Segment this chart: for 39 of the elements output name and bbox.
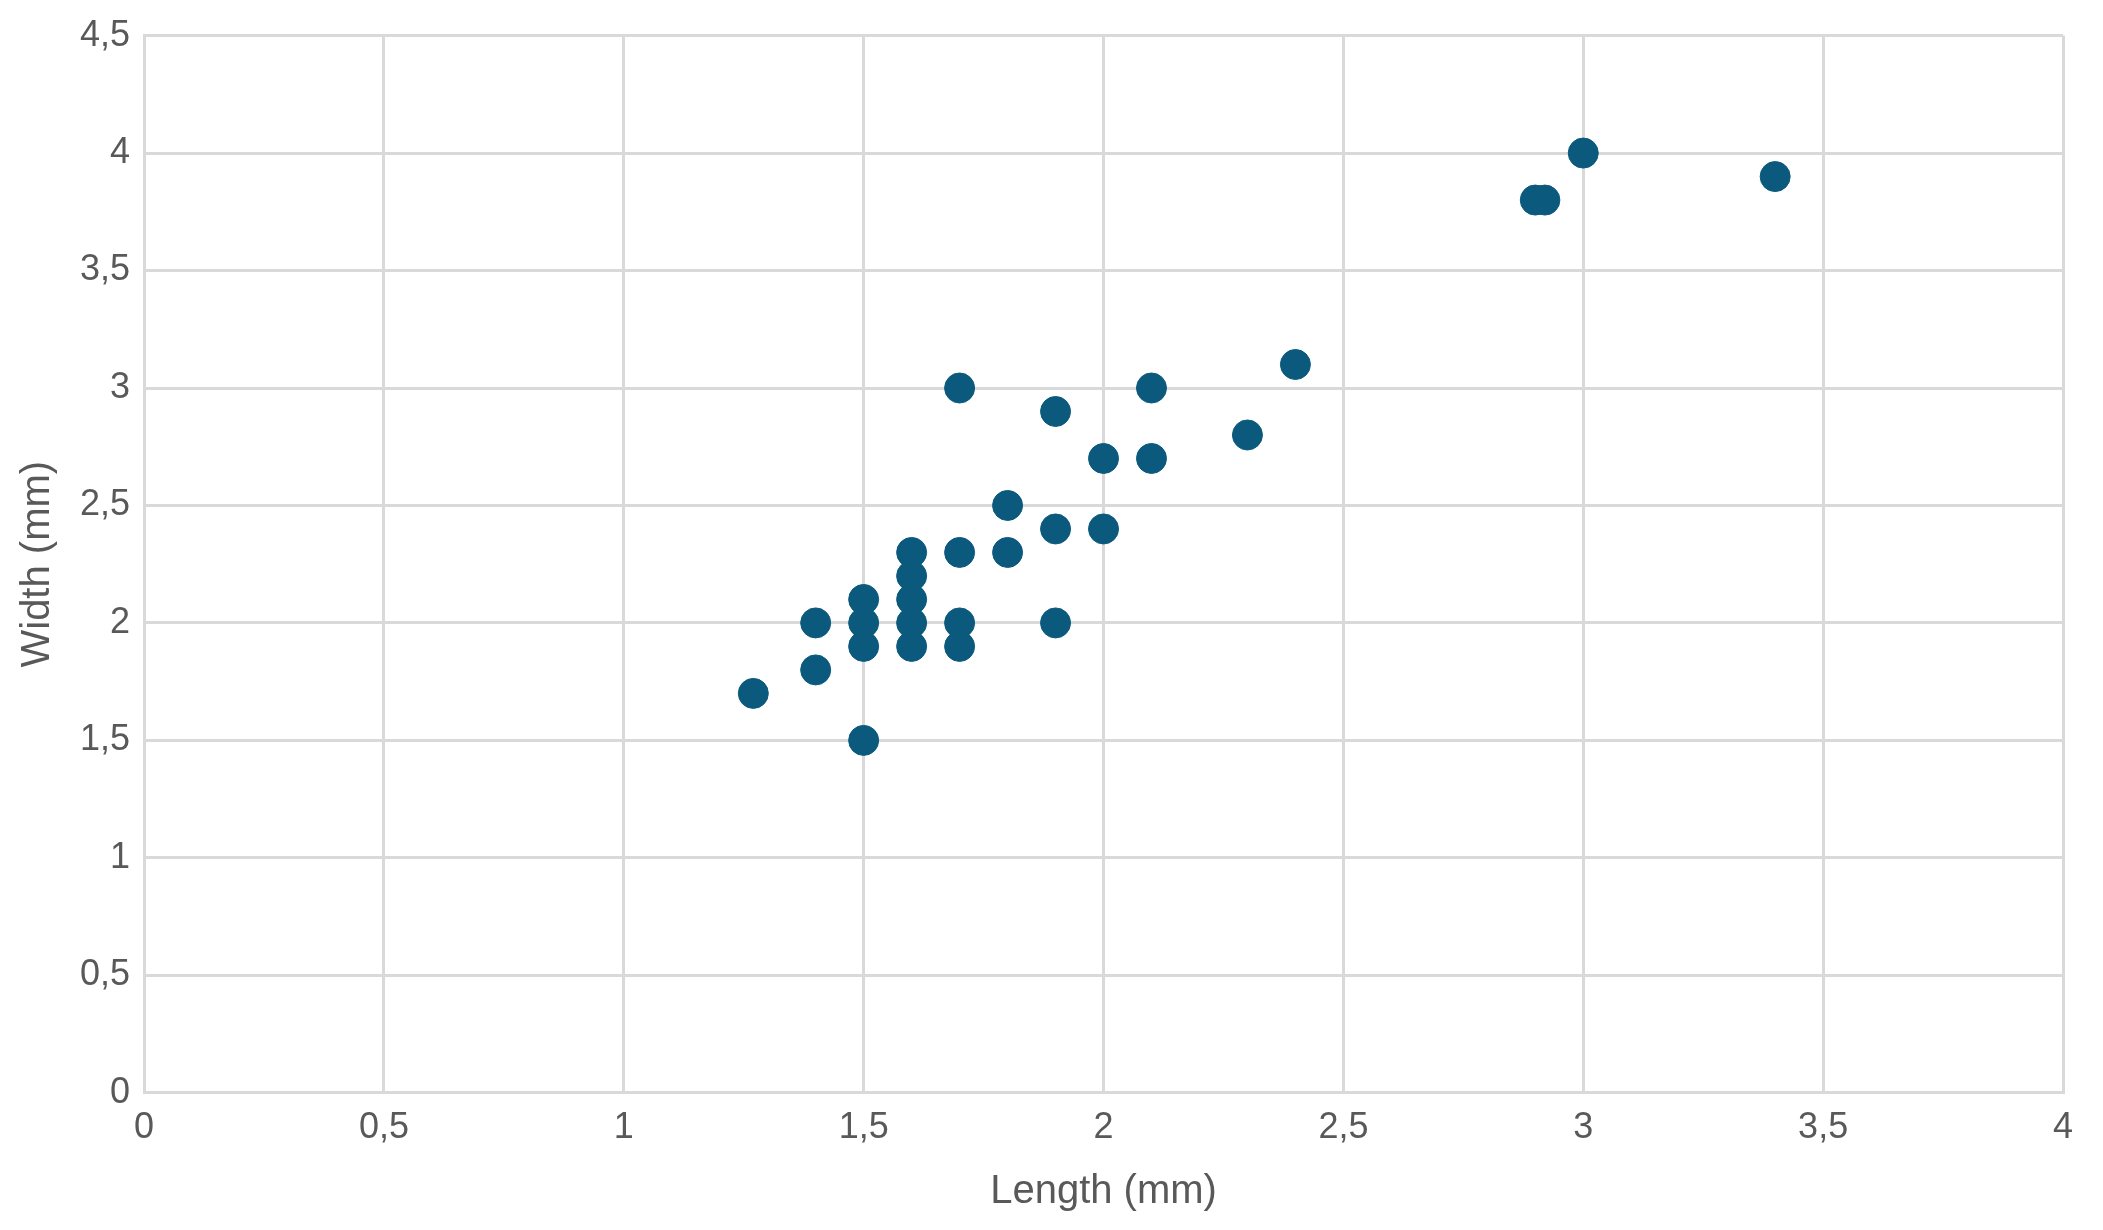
y-tick-label: 0,5 — [80, 952, 131, 994]
point — [992, 536, 1024, 568]
x-tick-label: 3 — [1573, 1105, 1594, 1147]
point — [1088, 513, 1120, 545]
y-axis-title: Width (mm) — [13, 460, 58, 668]
y-tick-label: 2,5 — [80, 482, 131, 524]
point — [1279, 349, 1311, 381]
x-tick-label: 0,5 — [358, 1105, 409, 1147]
x-tick-label: 1 — [613, 1105, 634, 1147]
point — [1759, 161, 1791, 193]
point — [944, 536, 976, 568]
x-axis-title: Length (mm) — [990, 1167, 1217, 1212]
point — [800, 654, 832, 686]
x-tick-label: 1,5 — [838, 1105, 889, 1147]
point — [1231, 419, 1263, 451]
point — [1040, 513, 1072, 545]
point — [1040, 607, 1072, 639]
y-tick-label: 4,5 — [80, 12, 131, 54]
point — [1136, 442, 1167, 474]
y-tick-label: 1,5 — [80, 717, 131, 759]
y-tick-label: 3,5 — [80, 247, 131, 289]
y-tick-label: 4 — [110, 129, 131, 171]
point — [1567, 137, 1599, 169]
x-tick-label: 2,5 — [1318, 1105, 1369, 1147]
point — [1088, 442, 1120, 474]
point — [1136, 372, 1167, 404]
point — [848, 724, 880, 756]
y-tick-label: 0 — [110, 1069, 131, 1111]
point — [944, 372, 976, 404]
x-tick-label: 4 — [2052, 1105, 2074, 1147]
point — [737, 677, 769, 709]
y-tick-label: 2 — [110, 599, 131, 641]
x-tick-label: 2 — [1093, 1105, 1114, 1147]
y-tick-label: 1 — [110, 834, 131, 876]
point — [800, 607, 832, 639]
point — [1040, 395, 1072, 427]
y-tick-label: 3 — [110, 364, 131, 406]
point — [992, 489, 1024, 521]
x-tick-label: 3,5 — [1798, 1105, 1849, 1147]
